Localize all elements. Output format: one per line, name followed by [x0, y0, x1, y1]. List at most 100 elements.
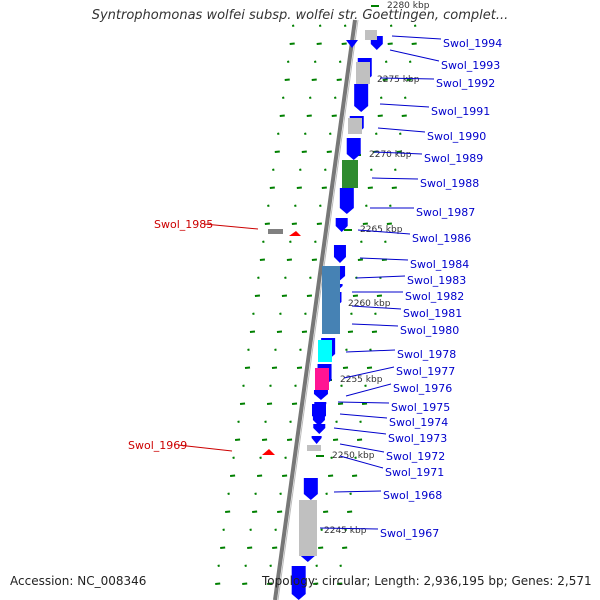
ruler-label: 2260 kbp: [348, 299, 391, 309]
kbp-ruler: 2280 kbp 2275 kbp 2270 kbp 2265 kbp 2260 kbp…: [308, 1, 430, 536]
gene-label[interactable]: Swol_1976: [393, 382, 452, 395]
ring-tick: [276, 330, 283, 333]
ring-tick: [282, 474, 288, 477]
ring-tick: [306, 294, 313, 297]
label-leader-line: [357, 229, 411, 235]
ring-tick: [281, 96, 285, 99]
ring-tick: [396, 150, 402, 153]
gene-label[interactable]: Swol_1986: [412, 232, 471, 245]
gene-label[interactable]: Swol_1984: [410, 258, 469, 271]
ring-tick: [222, 528, 225, 531]
gene-label[interactable]: Swol_1987: [416, 206, 475, 219]
ring-tick: [308, 96, 312, 99]
ring-tick: [289, 240, 292, 243]
gene-label[interactable]: Swol_1975: [391, 401, 450, 414]
ring-tick: [357, 258, 363, 261]
ring-tick: [342, 546, 348, 549]
ring-tick: [339, 564, 342, 567]
label-leader-line: [379, 103, 430, 108]
dotted-tick-rings: [215, 24, 417, 585]
gene-label[interactable]: Swol_1973: [388, 432, 447, 445]
label-leader-line: [351, 305, 402, 310]
ring-tick: [311, 78, 317, 81]
label-leader-line: [389, 49, 440, 62]
label-leader-line: [351, 323, 399, 327]
ring-tick: [296, 366, 303, 369]
ring-tick: [299, 168, 302, 171]
gene-label[interactable]: Swol_1982: [405, 290, 464, 303]
gene-label[interactable]: Swol_1989: [424, 152, 483, 165]
gene-label[interactable]: Swol_1991: [431, 105, 490, 118]
ring-tick: [350, 312, 353, 315]
ring-tick: [399, 132, 402, 135]
ring-tick: [374, 312, 377, 315]
ring-tick: [261, 438, 268, 441]
gene-label-reverse[interactable]: Swol_1969: [128, 439, 187, 452]
gene-block-swol-1985-grey[interactable]: [268, 229, 283, 234]
forward-gene-arrow: [311, 436, 322, 444]
gene-labels: Swol_1994 Swol_1993 Swol_1992 Swol_1991 Swol…: [128, 35, 502, 540]
gene-label[interactable]: Swol_1990: [427, 130, 486, 143]
gene-label[interactable]: Swol_1967: [380, 527, 439, 540]
accession-text: Accession: NC_008346: [10, 574, 147, 588]
gene-label[interactable]: Swol_1981: [403, 307, 462, 320]
ring-tick: [230, 474, 236, 477]
gene-arrow-swol-1969[interactable]: [262, 449, 275, 455]
ring-tick: [257, 474, 263, 477]
ring-tick: [318, 24, 322, 27]
gene-label[interactable]: Swol_1983: [407, 274, 466, 287]
gene-label[interactable]: Swol_1980: [400, 324, 459, 337]
ring-tick: [316, 222, 322, 225]
gene-label[interactable]: Swol_1968: [383, 489, 442, 502]
ring-tick: [384, 240, 387, 243]
ring-tick: [326, 150, 332, 153]
ring-tick: [304, 312, 307, 315]
ring-tick: [359, 420, 362, 423]
ring-tick: [333, 96, 337, 99]
gene-label[interactable]: Swol_1972: [386, 450, 445, 463]
gene-arrow-swol-1985[interactable]: [289, 231, 301, 236]
ring-tick: [406, 78, 412, 81]
ring-tick: [343, 24, 347, 27]
ring-tick: [389, 24, 393, 27]
ring-tick: [286, 438, 293, 441]
colored-gene-block: [307, 445, 321, 451]
ring-tick: [286, 60, 290, 63]
gene-label[interactable]: Swol_1978: [397, 348, 456, 361]
ring-tick: [386, 222, 392, 225]
label-leader-line: [373, 151, 423, 155]
ring-tick: [291, 24, 295, 27]
forward-gene-arrow: [291, 566, 306, 600]
ring-tick: [257, 276, 260, 279]
ring-tick: [318, 546, 324, 549]
ring-tick: [254, 294, 261, 297]
ring-tick: [366, 366, 373, 369]
ruler-label: 2275 kbp: [377, 75, 420, 85]
colored-gene-block: [322, 266, 340, 334]
gene-label[interactable]: Swol_1992: [436, 77, 495, 90]
label-leader-line: [339, 455, 384, 469]
ring-tick: [249, 330, 256, 333]
ring-tick: [289, 42, 295, 45]
gene-label[interactable]: Swol_1977: [396, 365, 455, 378]
ring-tick: [220, 546, 226, 549]
ring-tick: [323, 510, 329, 513]
ring-tick: [259, 456, 262, 459]
ring-tick: [361, 402, 368, 405]
gene-label[interactable]: Swol_1971: [385, 466, 444, 479]
map-title: Syntrophomonas wolfei subsp. wolfei str.…: [91, 8, 509, 23]
ring-tick: [267, 204, 270, 207]
ring-tick: [272, 546, 278, 549]
gene-label[interactable]: Swol_1974: [389, 416, 448, 429]
gene-label-reverse[interactable]: Swol_1985: [154, 218, 213, 231]
ring-tick: [281, 294, 288, 297]
gene-label[interactable]: Swol_1994: [443, 37, 502, 50]
gene-label[interactable]: Swol_1988: [420, 177, 479, 190]
ring-tick: [267, 582, 273, 585]
ruler-label: 2280 kbp: [387, 1, 430, 11]
gene-label[interactable]: Swol_1993: [441, 59, 500, 72]
ring-tick: [324, 168, 327, 171]
ruler-label: 2265 kbp: [360, 225, 403, 235]
ring-tick: [375, 132, 378, 135]
colored-gene-blocks: [299, 30, 377, 556]
